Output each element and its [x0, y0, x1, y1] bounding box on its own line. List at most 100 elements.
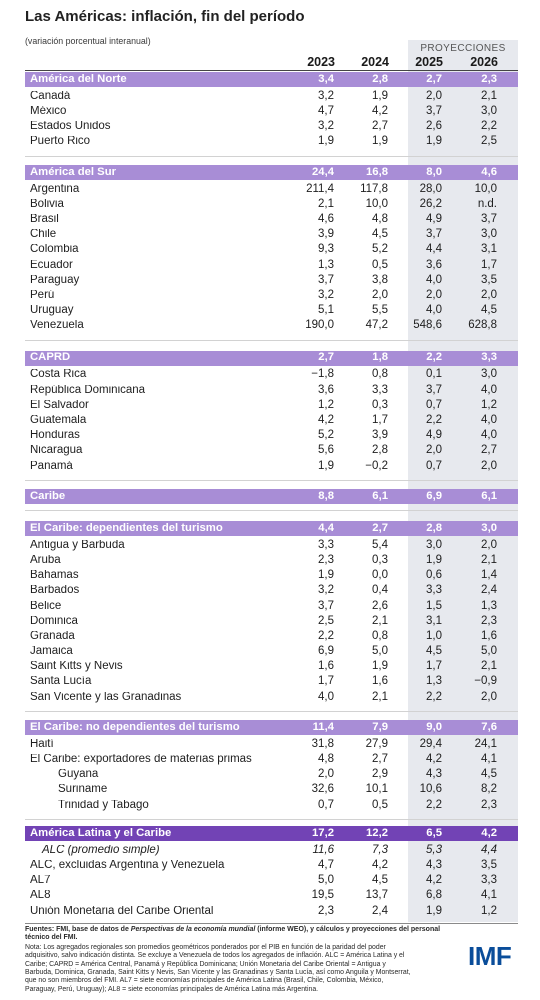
- row-alc-promedio-simple: ALC (promedio simple) 11,6 7,3 5,3 4,4: [25, 843, 518, 858]
- row-bahamas: Bahamas 1,9 0,0 0,6 1,4: [25, 568, 518, 583]
- value-2024: 16,8: [366, 165, 388, 178]
- row-label: Haití: [30, 738, 54, 750]
- value-2024: 0,0: [372, 569, 388, 582]
- row-label: República Dominicana: [30, 384, 146, 396]
- value-2024: 13,7: [365, 889, 388, 902]
- row-label: Belice: [30, 600, 62, 612]
- section-caprd: CAPRD 2,7 1,8 2,2 3,3 Costa Rica −1,8 0,8 0,1 3,0…: [25, 350, 518, 482]
- value-2024: 0,3: [372, 398, 388, 411]
- value-2024: 12,2: [366, 826, 388, 839]
- value-2025: 1,0: [426, 629, 442, 642]
- value-2024: 5,0: [372, 645, 388, 658]
- value-2024: 4,8: [372, 212, 388, 225]
- row-uruguay: Uruguay 5,1 5,5 4,0 4,5: [25, 303, 518, 318]
- section-label: América del Sur: [30, 166, 117, 178]
- value-2026: 4,0: [481, 414, 497, 427]
- section-label: El Caribe: no dependientes del turismo: [30, 721, 240, 733]
- value-2024: 2,7: [372, 753, 388, 766]
- value-2023: 2,2: [318, 629, 334, 642]
- value-2026: 3,0: [481, 368, 497, 381]
- value-2026: −0,9: [474, 675, 497, 688]
- value-2024: 2,7: [372, 521, 388, 534]
- value-2023: 4,0: [318, 690, 334, 703]
- value-2024: −0,2: [365, 459, 388, 472]
- value-2023: 5,6: [318, 444, 334, 457]
- note-line: que no son miembros del FMI. AL7 = siete…: [25, 977, 384, 985]
- value-2023: 190,0: [305, 319, 334, 332]
- row-label: Estados Unidos: [30, 121, 111, 133]
- section-el-caribe-dependientes-del-turismo: El Caribe: dependientes del turismo 4,4 2,…: [25, 520, 518, 713]
- value-2026: 8,2: [481, 783, 497, 796]
- year-header-2024: 2024: [361, 55, 389, 69]
- row-label: Suriname: [58, 784, 108, 796]
- value-2026: 3,0: [481, 521, 497, 534]
- value-2023: 2,5: [318, 614, 334, 627]
- row-san-vicente-y-las-granadinas: San Vicente y las Granadinas 4,0 2,1 2,2 2,0: [25, 690, 518, 705]
- value-2024: 10,1: [365, 783, 388, 796]
- value-2026: 2,1: [481, 89, 497, 102]
- value-2026: 2,2: [481, 120, 497, 133]
- sources-prefix: Fuentes: FMI, base de datos de: [25, 926, 131, 933]
- row-al7: AL7 5,0 4,5 4,2 3,3: [25, 873, 518, 888]
- row-label: San Vicente y las Granadinas: [30, 691, 182, 703]
- value-2024: 2,8: [372, 72, 388, 85]
- note-line: Nota: Los agregados regionales son prome…: [25, 944, 386, 952]
- value-2025: 0,1: [426, 368, 442, 381]
- row-paraguay: Paraguay 3,7 3,8 4,0 3,5: [25, 273, 518, 288]
- value-2026: 2,1: [481, 553, 497, 566]
- row-canada: Canadá 3,2 1,9 2,0 2,1: [25, 89, 518, 104]
- value-2025: 2,8: [426, 521, 442, 534]
- row-label: Jamaica: [30, 646, 73, 658]
- value-2026: 3,3: [481, 351, 497, 364]
- value-2026: 3,5: [481, 273, 497, 286]
- value-2024: 2,4: [372, 904, 388, 917]
- row-label: Santa Lucía: [30, 676, 92, 688]
- value-2025: 2,2: [426, 414, 442, 427]
- section-label: CAPRD: [30, 352, 71, 364]
- value-2024: 47,2: [365, 319, 388, 332]
- footer-divider: [25, 923, 518, 924]
- row-label: Barbados: [30, 585, 80, 597]
- note-line: Caribe; CAPRD = América Central, Panamá …: [25, 960, 386, 968]
- value-2023: 3,7: [318, 599, 334, 612]
- row-label: Venezuela: [30, 320, 84, 332]
- value-2023: 4,8: [318, 753, 334, 766]
- row-chile: Chile 3,9 4,5 3,7 3,0: [25, 227, 518, 242]
- row-jamaica: Jamaica 6,9 5,0 4,5 5,0: [25, 644, 518, 659]
- value-2026: 1,2: [481, 904, 497, 917]
- value-2025: 4,2: [426, 874, 442, 887]
- value-2026: 4,6: [481, 165, 497, 178]
- row-el-caribe-exportadores-de-materias-primas: El Caribe: exportadores de materias prim…: [25, 752, 518, 767]
- value-2024: 0,5: [372, 258, 388, 271]
- value-2023: 6,9: [318, 645, 334, 658]
- row-label: El Salvador: [30, 399, 89, 411]
- row-label: Puerto Rico: [30, 136, 91, 148]
- value-2026: 4,1: [481, 889, 497, 902]
- section-label: El Caribe: dependientes del turismo: [30, 522, 223, 534]
- value-2024: 1,9: [372, 135, 388, 148]
- section-caribe: Caribe 8,8 6,1 6,9 6,1: [25, 488, 518, 511]
- value-2026: 7,6: [481, 720, 497, 733]
- section-header-caprd: CAPRD 2,7 1,8 2,2 3,3: [25, 350, 518, 366]
- value-2025: 4,0: [426, 273, 442, 286]
- row-el-salvador: El Salvador 1,2 0,3 0,7 1,2: [25, 398, 518, 413]
- section-label: América Latina y el Caribe: [30, 827, 172, 839]
- value-2023: 3,2: [318, 288, 334, 301]
- row-label: Bahamas: [30, 570, 79, 582]
- page-title: Las Américas: inflación, fin del período: [25, 8, 305, 25]
- row-label: El Caribe: exportadores de materias prim…: [30, 754, 252, 766]
- value-2026: 1,2: [481, 398, 497, 411]
- section-header-caribe: Caribe 8,8 6,1 6,9 6,1: [25, 488, 518, 504]
- row-label: México: [30, 106, 67, 118]
- value-2024: 0,8: [372, 629, 388, 642]
- section-header-el-caribe-no-dependientes-del-turismo: El Caribe: no dependientes del turismo 11…: [25, 720, 518, 735]
- value-2024: 2,7: [372, 120, 388, 133]
- value-2026: 4,0: [481, 429, 497, 442]
- value-2026: 3,1: [481, 243, 497, 256]
- value-2025: 9,0: [426, 720, 442, 733]
- row-costa-rica: Costa Rica −1,8 0,8 0,1 3,0: [25, 368, 518, 383]
- row-label: Honduras: [30, 430, 80, 442]
- year-header-2023: 2023: [307, 55, 335, 69]
- value-2024: 5,4: [372, 538, 388, 551]
- value-2023: 1,9: [318, 135, 334, 148]
